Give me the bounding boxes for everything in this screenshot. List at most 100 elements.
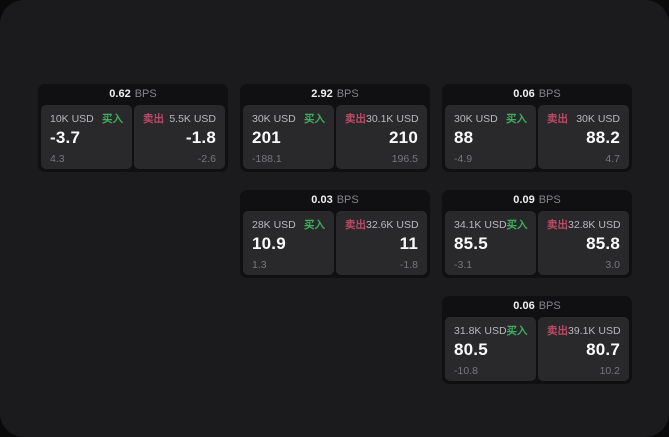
sell-side-label: 卖出 — [143, 113, 164, 125]
sell-price: 88.2 — [586, 128, 620, 147]
buy-side-label: 买入 — [506, 219, 528, 231]
bps-value: 0.06 — [513, 88, 535, 100]
sell-tile[interactable]: 卖出 32.6K USD 11 -1.8 — [336, 211, 427, 275]
sell-amount: 32.8K USD — [568, 219, 621, 231]
sell-tile[interactable]: 卖出 32.8K USD 85.8 3.0 — [538, 211, 629, 275]
card-body: 30K USD 买入 88 -4.9 卖出 30K USD 88.2 4.7 — [442, 105, 632, 172]
buy-delta: -3.1 — [454, 259, 473, 271]
buy-side-label: 买入 — [304, 219, 325, 231]
sell-tile-header: 卖出 30K USD — [547, 113, 620, 125]
card-header: 0.09 BPS — [442, 190, 632, 211]
buy-price: -3.7 — [50, 128, 81, 147]
price-card: 0.06 BPS 30K USD 买入 88 -4.9 卖出 30K USD 8… — [442, 84, 632, 172]
sell-delta: 4.7 — [605, 153, 620, 165]
buy-price: 10.9 — [252, 234, 286, 253]
buy-tile-header: 31.8K USD 买入 — [454, 325, 528, 337]
buy-tile[interactable]: 34.1K USD 买入 85.5 -3.1 — [445, 211, 536, 275]
sell-price: 80.7 — [586, 340, 620, 359]
buy-amount: 31.8K USD — [454, 325, 507, 337]
buy-price: 85.5 — [454, 234, 488, 253]
buy-side-label: 买入 — [304, 113, 325, 125]
sell-amount: 30.1K USD — [366, 113, 419, 125]
buy-tile-header: 34.1K USD 买入 — [454, 219, 528, 231]
buy-tile-header: 10K USD 买入 — [50, 113, 123, 125]
buy-side-label: 买入 — [506, 113, 527, 125]
card-body: 30K USD 买入 201 -188.1 卖出 30.1K USD 210 1… — [240, 105, 430, 172]
price-card: 0.03 BPS 28K USD 买入 10.9 1.3 卖出 32.6K US… — [240, 190, 430, 278]
buy-side-label: 买入 — [506, 325, 528, 337]
sell-side-label: 卖出 — [547, 325, 568, 337]
sell-delta: -2.6 — [197, 153, 216, 165]
price-card: 0.09 BPS 34.1K USD 买入 85.5 -3.1 卖出 32.8K… — [442, 190, 632, 278]
buy-delta: -188.1 — [252, 153, 282, 165]
card-header: 2.92 BPS — [240, 84, 430, 105]
sell-price: 210 — [389, 128, 418, 147]
bps-value: 0.06 — [513, 300, 535, 312]
price-card: 0.06 BPS 31.8K USD 买入 80.5 -10.8 卖出 39.1… — [442, 296, 632, 384]
sell-side-label: 卖出 — [547, 219, 568, 231]
price-card: 2.92 BPS 30K USD 买入 201 -188.1 卖出 30.1K … — [240, 84, 430, 172]
buy-amount: 30K USD — [454, 113, 498, 125]
buy-tile[interactable]: 31.8K USD 买入 80.5 -10.8 — [445, 317, 536, 381]
sell-side-label: 卖出 — [345, 219, 366, 231]
bps-unit-label: BPS — [538, 88, 561, 100]
sell-tile[interactable]: 卖出 30.1K USD 210 196.5 — [336, 105, 427, 169]
buy-tile[interactable]: 28K USD 买入 10.9 1.3 — [243, 211, 334, 275]
price-tiles-grid: 0.62 BPS 10K USD 买入 -3.7 4.3 卖出 5.5K USD… — [38, 84, 632, 384]
sell-tile[interactable]: 卖出 5.5K USD -1.8 -2.6 — [134, 105, 225, 169]
sell-amount: 30K USD — [576, 113, 620, 125]
sell-side-label: 卖出 — [547, 113, 568, 125]
buy-amount: 34.1K USD — [454, 219, 507, 231]
bps-unit-label: BPS — [336, 88, 359, 100]
sell-tile-header: 卖出 39.1K USD — [547, 325, 621, 337]
price-card: 0.62 BPS 10K USD 买入 -3.7 4.3 卖出 5.5K USD… — [38, 84, 228, 172]
sell-side-label: 卖出 — [345, 113, 366, 125]
buy-delta: 1.3 — [252, 259, 267, 271]
sell-price: -1.8 — [185, 128, 216, 147]
buy-amount: 10K USD — [50, 113, 94, 125]
bps-value: 2.92 — [311, 88, 333, 100]
buy-price: 88 — [454, 128, 474, 147]
bps-unit-label: BPS — [538, 300, 561, 312]
buy-amount: 30K USD — [252, 113, 296, 125]
sell-delta: 10.2 — [599, 365, 620, 377]
sell-delta: 196.5 — [391, 153, 418, 165]
card-header: 0.06 BPS — [442, 84, 632, 105]
sell-tile[interactable]: 卖出 39.1K USD 80.7 10.2 — [538, 317, 629, 381]
sell-tile-header: 卖出 5.5K USD — [143, 113, 216, 125]
bps-unit-label: BPS — [538, 194, 561, 206]
card-body: 28K USD 买入 10.9 1.3 卖出 32.6K USD 11 -1.8 — [240, 211, 430, 278]
buy-tile[interactable]: 30K USD 买入 201 -188.1 — [243, 105, 334, 169]
bps-unit-label: BPS — [134, 88, 157, 100]
buy-delta: -10.8 — [454, 365, 478, 377]
bps-unit-label: BPS — [336, 194, 359, 206]
sell-tile[interactable]: 卖出 30K USD 88.2 4.7 — [538, 105, 629, 169]
sell-price: 85.8 — [586, 234, 620, 253]
buy-tile-header: 30K USD 买入 — [454, 113, 527, 125]
bps-value: 0.62 — [109, 88, 131, 100]
bps-value: 0.09 — [513, 194, 535, 206]
sell-amount: 5.5K USD — [169, 113, 216, 125]
buy-delta: -4.9 — [454, 153, 473, 165]
buy-price: 80.5 — [454, 340, 488, 359]
buy-amount: 28K USD — [252, 219, 296, 231]
bps-value: 0.03 — [311, 194, 333, 206]
sell-delta: 3.0 — [605, 259, 620, 271]
card-body: 10K USD 买入 -3.7 4.3 卖出 5.5K USD -1.8 -2.… — [38, 105, 228, 172]
buy-side-label: 买入 — [102, 113, 123, 125]
card-header: 0.06 BPS — [442, 296, 632, 317]
card-body: 31.8K USD 买入 80.5 -10.8 卖出 39.1K USD 80.… — [442, 317, 632, 384]
buy-tile[interactable]: 30K USD 买入 88 -4.9 — [445, 105, 536, 169]
sell-delta: -1.8 — [399, 259, 418, 271]
card-body: 34.1K USD 买入 85.5 -3.1 卖出 32.8K USD 85.8… — [442, 211, 632, 278]
buy-tile-header: 28K USD 买入 — [252, 219, 325, 231]
sell-amount: 32.6K USD — [366, 219, 419, 231]
buy-tile[interactable]: 10K USD 买入 -3.7 4.3 — [41, 105, 132, 169]
sell-tile-header: 卖出 30.1K USD — [345, 113, 419, 125]
buy-tile-header: 30K USD 买入 — [252, 113, 325, 125]
sell-price: 11 — [399, 234, 418, 253]
buy-delta: 4.3 — [50, 153, 65, 165]
sell-tile-header: 卖出 32.8K USD — [547, 219, 621, 231]
sell-tile-header: 卖出 32.6K USD — [345, 219, 419, 231]
